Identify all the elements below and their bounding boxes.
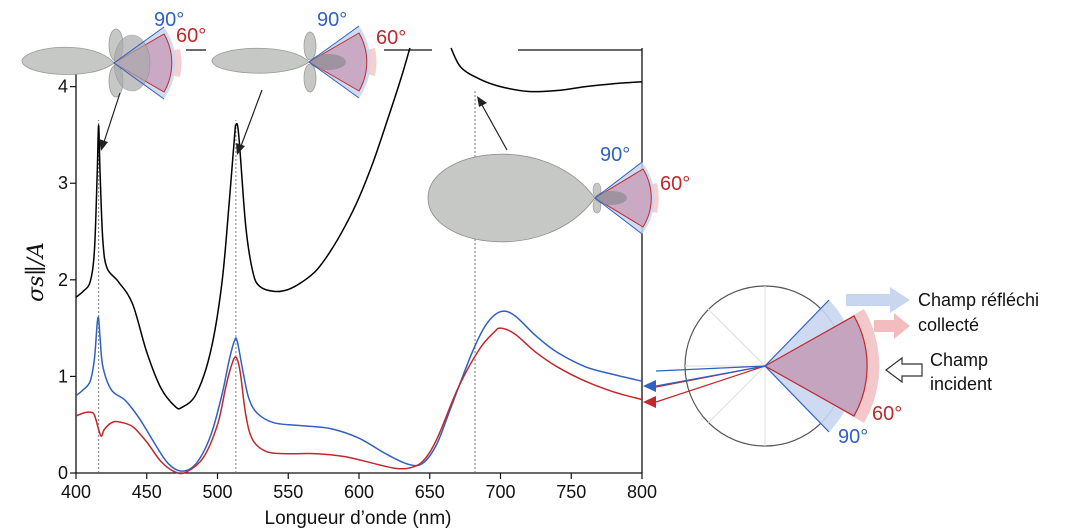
angle-label-red-2: 60° <box>376 27 406 49</box>
x-tick-label-800: 800 <box>627 482 657 502</box>
black-curve-segment-1 <box>75 47 411 410</box>
blue-edge-3b <box>594 197 643 235</box>
arrowhead-2 <box>236 143 245 155</box>
legend-red-arrowhead <box>643 396 656 408</box>
blue-curve <box>75 310 643 472</box>
legend-reflected-red-arrow <box>874 313 910 339</box>
curves <box>75 47 643 475</box>
black-curve-segment-2 <box>450 47 643 93</box>
arrowhead-1 <box>99 139 108 151</box>
backward-lobe-3 <box>427 153 596 243</box>
blue-edge-3 <box>594 161 643 199</box>
y-tick-label-4: 4 <box>58 77 68 97</box>
backward-lobe-2 <box>211 47 310 74</box>
blue-edge-2b <box>308 61 360 99</box>
legend-blue-arrowhead <box>643 380 656 392</box>
x-tick-label-500: 500 <box>202 482 232 502</box>
y-tick-label-0: 0 <box>58 463 68 483</box>
legend-blue-link <box>655 365 766 372</box>
legend-incident-line2: incident <box>930 374 992 394</box>
blue-edge-2 <box>308 25 360 63</box>
x-tick-label-750: 750 <box>556 482 586 502</box>
x-tick-label-550: 550 <box>273 482 303 502</box>
x-tick-label-600: 600 <box>344 482 374 502</box>
x-tick-label-700: 700 <box>485 482 515 502</box>
x-tick-label-450: 450 <box>132 482 162 502</box>
polar-diagram-2: 90° 60° <box>211 9 406 99</box>
forward-lobe-1 <box>113 34 151 92</box>
y-tick-label-3: 3 <box>58 173 68 193</box>
legend-reflected-line1: Champ réfléchi <box>918 290 1039 310</box>
angle-label-blue-3: 90° <box>600 144 630 166</box>
forward-lobe-2 <box>310 54 346 70</box>
legend-incident-line1: Champ <box>930 350 988 370</box>
blue-edge-1 <box>113 26 165 64</box>
legend-angle-blue: 90° <box>838 426 868 448</box>
pointer-arrows <box>99 89 508 155</box>
legend-reflected-blue-arrow <box>846 287 910 313</box>
legend-blue-link-2 <box>655 365 766 387</box>
legend-incident-arrow <box>885 356 923 384</box>
blue-edge-1b <box>113 62 165 100</box>
forward-lobe-3 <box>595 191 627 205</box>
plot-area: 400 450 500 550 600 650 700 750 800 0 1 2 3 4 <box>58 48 657 502</box>
legend-reflected-line2: collecté <box>918 315 979 335</box>
angle-label-blue-1: 90° <box>154 9 184 31</box>
pointer-line-1 <box>103 92 121 143</box>
angle-label-red-3: 60° <box>660 173 690 195</box>
backward-lobe-1 <box>21 46 115 75</box>
angle-label-red-1: 60° <box>176 25 206 47</box>
legend-blue-edge-top <box>764 299 830 367</box>
y-tick-label-1: 1 <box>58 366 68 386</box>
legend-blue-edge-bottom <box>764 365 830 433</box>
legend-red-link-2 <box>655 365 766 403</box>
y-tick-label-2: 2 <box>58 270 68 290</box>
legend-red-wedge <box>763 315 868 417</box>
lower-lobe-2 <box>303 63 317 93</box>
collection-legend: Champ réfléchi collecté Champ incident 6… <box>643 285 1039 448</box>
red-curve <box>75 327 643 475</box>
pointer-line-2 <box>240 89 263 147</box>
polar-diagram-3: 90° 60° <box>427 144 690 243</box>
angle-label-blue-2: 90° <box>317 9 347 31</box>
x-tick-label-650: 650 <box>415 482 445 502</box>
legend-angle-red: 60° <box>872 403 902 425</box>
pointer-line-3 <box>481 104 508 151</box>
polar-diagram-1: 90° 60° <box>21 9 206 100</box>
x-axis-label: Longueur d’onde (nm) <box>265 508 452 529</box>
y-axis-label: σs∥/A <box>24 242 49 302</box>
x-tick-label-400: 400 <box>61 482 91 502</box>
upper-lobe-2 <box>303 31 317 61</box>
arrowhead-3 <box>477 96 487 107</box>
